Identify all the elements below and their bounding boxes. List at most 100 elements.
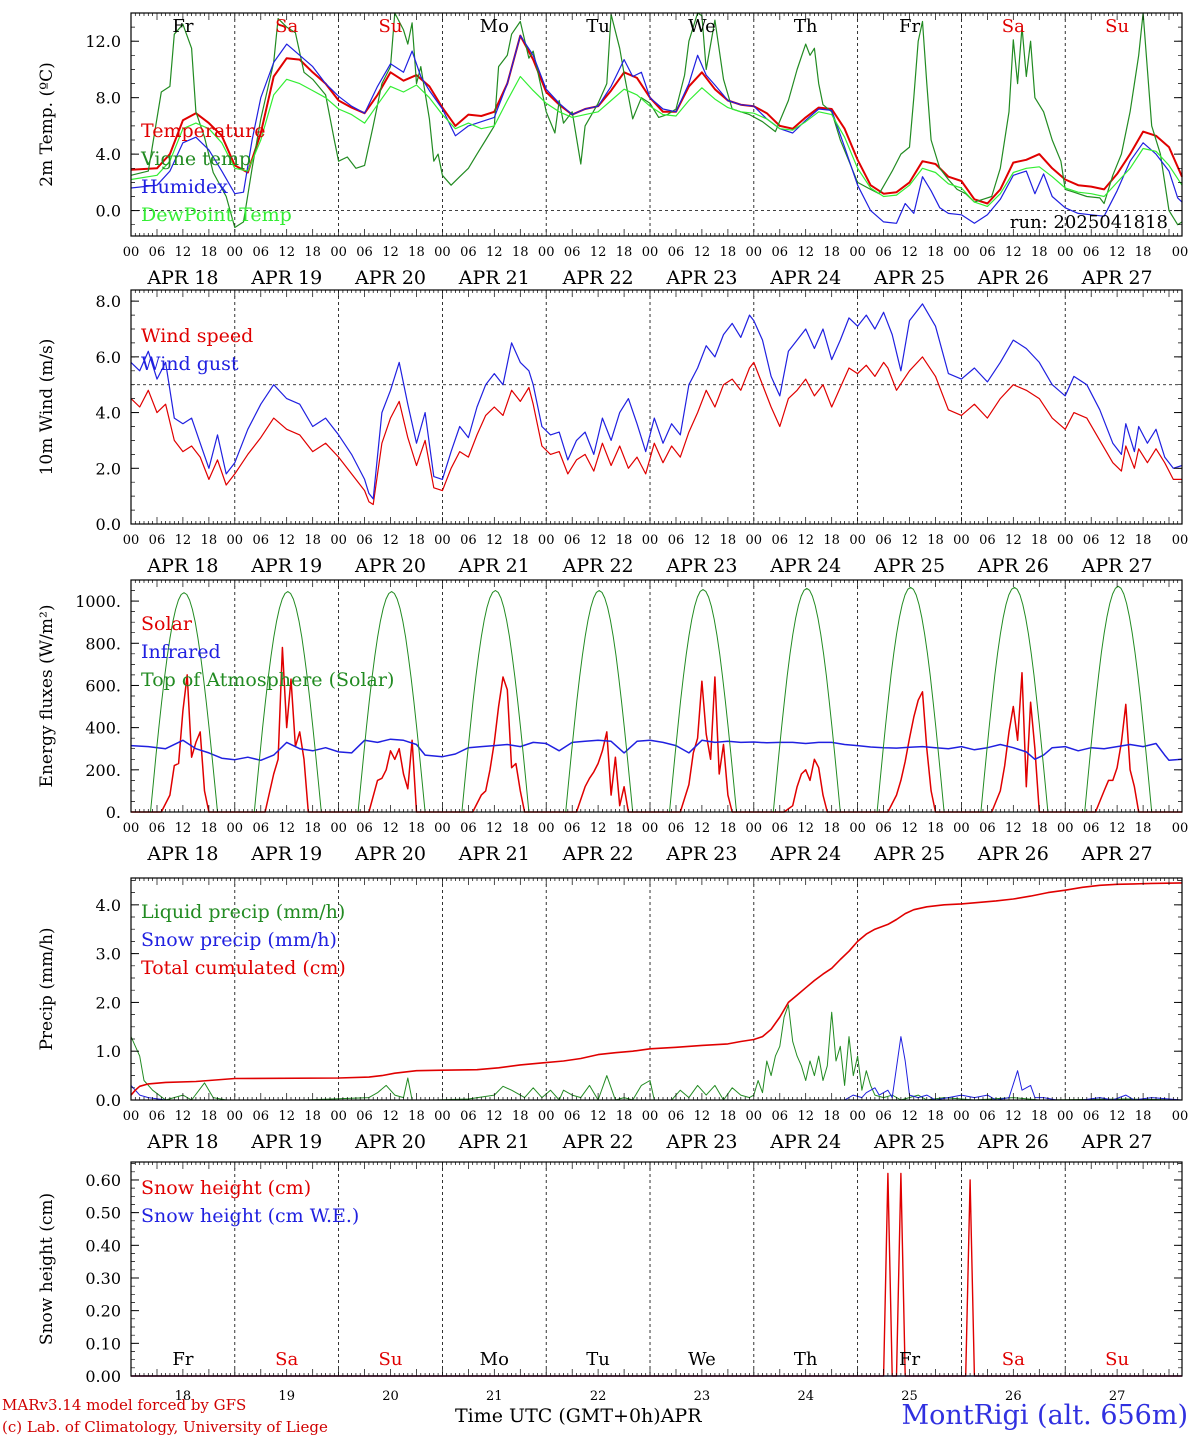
hour-tick-label: 18 (1135, 245, 1152, 260)
series-line-liquid-precip-mm-h- (130, 1004, 1183, 1101)
date-label: APR 26 (977, 267, 1049, 289)
plot-frame (130, 289, 1183, 525)
hour-tick-label: 06 (460, 821, 477, 836)
series-line-snow-precip-mm-h- (130, 1036, 1183, 1101)
day-number-label: 23 (694, 1389, 711, 1404)
date-label: APR 26 (977, 843, 1049, 865)
hour-tick-label: 12 (175, 245, 192, 260)
hour-tick-label: 06 (875, 821, 892, 836)
legend-entry: Vigne temp (140, 148, 251, 170)
hour-tick-label: 06 (1083, 1109, 1100, 1124)
hour-tick-label: 18 (616, 821, 633, 836)
date-label: APR 19 (250, 267, 322, 289)
hour-tick-label: 00 (1172, 821, 1189, 836)
hour-tick-label: 12 (382, 533, 399, 548)
y-tick-label: 800. (85, 634, 121, 653)
legend-entry: Wind gust (141, 353, 239, 375)
hour-tick-label: 12 (590, 245, 607, 260)
legend-entry: Temperature (141, 120, 265, 142)
hour-tick-label: 12 (797, 821, 814, 836)
y-tick-label: 0.40 (85, 1236, 121, 1255)
weekday-label: Th (794, 16, 818, 37)
hour-tick-label: 12 (1109, 1109, 1126, 1124)
weekday-label: Sa (1002, 16, 1025, 37)
hour-tick-label: 12 (1109, 245, 1126, 260)
legend-entry: Solar (141, 613, 193, 635)
hour-tick-label: 06 (460, 533, 477, 548)
hour-tick-label: 18 (512, 821, 529, 836)
hour-tick-label: 18 (616, 245, 633, 260)
hour-tick-label: 18 (1031, 245, 1048, 260)
hour-tick-label: 00 (227, 245, 244, 260)
y-tick-label: 0.0 (96, 202, 121, 221)
hour-tick-label: 12 (590, 821, 607, 836)
hour-tick-label: 00 (227, 1109, 244, 1124)
date-label: APR 24 (769, 267, 841, 289)
hour-tick-label: 12 (1005, 245, 1022, 260)
hour-tick-label: 06 (149, 533, 166, 548)
month-label: APR (660, 1405, 702, 1427)
weekday-label: Fr (899, 1349, 920, 1370)
hour-tick-label: 18 (1031, 821, 1048, 836)
hour-tick-label: 18 (927, 821, 944, 836)
hour-tick-label: 00 (642, 821, 659, 836)
y-tick-label: 0.00 (85, 1367, 121, 1386)
y-tick-label: 0.50 (85, 1204, 121, 1223)
series-line-snow-height-cm- (131, 1172, 1182, 1377)
hour-tick-label: 06 (356, 245, 373, 260)
series-line-top-of-atmosphere-solar- (150, 585, 1153, 813)
hour-tick-label: 18 (927, 533, 944, 548)
y-minor-ticks (131, 300, 1182, 525)
y-minor-ticks (131, 880, 1182, 1101)
hour-tick-label: 12 (901, 533, 918, 548)
hour-tick-label: 12 (486, 1109, 503, 1124)
hour-tick-label: 06 (875, 533, 892, 548)
hour-tick-label: 00 (953, 821, 970, 836)
hour-tick-label: 06 (252, 821, 269, 836)
date-label: APR 19 (250, 843, 322, 865)
hour-tick-label: 00 (642, 245, 659, 260)
model-credit: MARv3.14 model forced by GFS (2, 1396, 247, 1414)
hour-tick-label: 18 (201, 1109, 218, 1124)
date-label: APR 22 (562, 555, 634, 577)
hour-tick-label: 00 (330, 245, 347, 260)
y-tick-label: 200. (85, 761, 121, 780)
y-tick-label: 1000. (75, 592, 121, 611)
hour-tick-label: 00 (1057, 821, 1074, 836)
weekday-label: Su (379, 16, 403, 37)
hour-tick-label: 06 (564, 245, 581, 260)
hour-tick-label: 00 (642, 533, 659, 548)
hour-tick-label: 18 (1031, 533, 1048, 548)
y-tick-label: 4.0 (96, 145, 121, 164)
hour-tick-label: 00 (746, 1109, 763, 1124)
series-line-humidex (130, 35, 1183, 224)
y-tick-label: 4.0 (96, 896, 121, 915)
date-label: APR 20 (354, 555, 426, 577)
hour-tick-label: 00 (1057, 245, 1074, 260)
plot-frame (130, 579, 1183, 813)
hour-tick-label: 12 (797, 1109, 814, 1124)
y-tick-label: 0. (106, 803, 121, 822)
date-label: APR 18 (146, 555, 218, 577)
hour-tick-label: 06 (979, 1109, 996, 1124)
y-tick-label: 4.0 (96, 404, 121, 423)
hour-tick-label: 18 (201, 821, 218, 836)
hour-tick-label: 12 (278, 245, 295, 260)
station-name: MontRigi (alt. 656m) (901, 1400, 1188, 1431)
date-label: APR 20 (354, 843, 426, 865)
hour-tick-label: 18 (927, 245, 944, 260)
y-tick-label: 0.20 (85, 1302, 121, 1321)
hour-tick-label: 00 (227, 533, 244, 548)
hour-tick-label: 06 (668, 245, 685, 260)
date-label: APR 18 (146, 1131, 218, 1153)
y-tick-label: 8.0 (96, 292, 121, 311)
hour-tick-label: 18 (720, 821, 737, 836)
hour-tick-label: 18 (720, 533, 737, 548)
date-label: APR 23 (665, 267, 737, 289)
date-label: APR 23 (665, 1131, 737, 1153)
hour-tick-label: 00 (227, 821, 244, 836)
y-axis-label: 10m Wind (m/s) (37, 339, 57, 476)
hour-tick-label: 06 (771, 1109, 788, 1124)
weekday-label: We (688, 16, 716, 37)
hour-tick-label: 06 (252, 245, 269, 260)
